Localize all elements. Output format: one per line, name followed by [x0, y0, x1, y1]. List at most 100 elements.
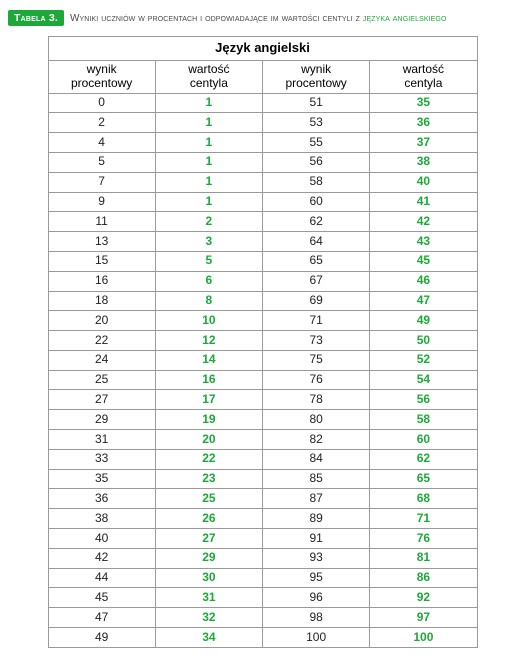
score-cell: 71 — [263, 311, 370, 331]
table-row: 1666746 — [48, 271, 477, 291]
centile-cell: 1 — [155, 172, 262, 192]
score-cell: 2 — [48, 113, 155, 133]
score-cell: 89 — [263, 509, 370, 529]
score-cell: 73 — [263, 331, 370, 351]
table-body: 0151352153364155375156387158409160411126… — [48, 93, 477, 647]
centile-table: Język angielski wynikprocentowy wartośćc… — [48, 36, 478, 648]
score-cell: 16 — [48, 271, 155, 291]
centile-cell: 62 — [370, 449, 477, 469]
table-row: 1556545 — [48, 251, 477, 271]
score-cell: 80 — [263, 410, 370, 430]
table-heading: Tabela 3. Wyniki uczniów w procentach i … — [8, 10, 517, 26]
centile-cell: 37 — [370, 133, 477, 153]
table-row: 1126242 — [48, 212, 477, 232]
score-cell: 35 — [48, 469, 155, 489]
centile-cell: 40 — [370, 172, 477, 192]
centile-cell: 65 — [370, 469, 477, 489]
score-cell: 82 — [263, 430, 370, 450]
centile-cell: 50 — [370, 331, 477, 351]
centile-cell: 31 — [155, 588, 262, 608]
table-row: 42299381 — [48, 548, 477, 568]
centile-cell: 52 — [370, 350, 477, 370]
score-cell: 31 — [48, 430, 155, 450]
centile-cell: 10 — [155, 311, 262, 331]
caption-emphasis: języka angielskiego — [363, 13, 447, 24]
col-header-score-right: wynikprocentowy — [263, 60, 370, 93]
score-cell: 87 — [263, 489, 370, 509]
score-cell: 22 — [48, 331, 155, 351]
score-cell: 4 — [48, 133, 155, 153]
centile-cell: 20 — [155, 430, 262, 450]
centile-cell: 45 — [370, 251, 477, 271]
centile-cell: 12 — [155, 331, 262, 351]
col-header-centile-left: wartośćcentyla — [155, 60, 262, 93]
score-cell: 42 — [48, 548, 155, 568]
caption-main: Wyniki uczniów w procentach i odpowiadaj… — [70, 13, 363, 24]
centile-cell: 16 — [155, 370, 262, 390]
score-cell: 62 — [263, 212, 370, 232]
score-cell: 65 — [263, 251, 370, 271]
table-row: 36258768 — [48, 489, 477, 509]
score-cell: 60 — [263, 192, 370, 212]
col-header-centile-right: wartośćcentyla — [370, 60, 477, 93]
score-cell: 69 — [263, 291, 370, 311]
table-row: 215336 — [48, 113, 477, 133]
table-row: 415537 — [48, 133, 477, 153]
table-row: 45319692 — [48, 588, 477, 608]
score-cell: 40 — [48, 529, 155, 549]
centile-cell: 29 — [155, 548, 262, 568]
centile-cell: 71 — [370, 509, 477, 529]
table-row: 20107149 — [48, 311, 477, 331]
centile-cell: 5 — [155, 251, 262, 271]
score-cell: 75 — [263, 350, 370, 370]
centile-cell: 2 — [155, 212, 262, 232]
score-cell: 11 — [48, 212, 155, 232]
table-row: 29198058 — [48, 410, 477, 430]
score-cell: 96 — [263, 588, 370, 608]
score-cell: 5 — [48, 152, 155, 172]
centile-cell: 54 — [370, 370, 477, 390]
score-cell: 64 — [263, 232, 370, 252]
score-cell: 29 — [48, 410, 155, 430]
score-cell: 7 — [48, 172, 155, 192]
table-row: 24147552 — [48, 350, 477, 370]
centile-cell: 42 — [370, 212, 477, 232]
score-cell: 20 — [48, 311, 155, 331]
centile-cell: 35 — [370, 93, 477, 113]
score-cell: 91 — [263, 529, 370, 549]
centile-cell: 1 — [155, 133, 262, 153]
score-cell: 53 — [263, 113, 370, 133]
centile-cell: 19 — [155, 410, 262, 430]
score-cell: 45 — [48, 588, 155, 608]
score-cell: 36 — [48, 489, 155, 509]
score-cell: 25 — [48, 370, 155, 390]
centile-cell: 68 — [370, 489, 477, 509]
centile-cell: 86 — [370, 568, 477, 588]
score-cell: 58 — [263, 172, 370, 192]
score-cell: 13 — [48, 232, 155, 252]
score-cell: 100 — [263, 628, 370, 648]
centile-cell: 56 — [370, 390, 477, 410]
centile-cell: 46 — [370, 271, 477, 291]
score-cell: 85 — [263, 469, 370, 489]
score-cell: 24 — [48, 350, 155, 370]
centile-cell: 1 — [155, 192, 262, 212]
centile-cell: 58 — [370, 410, 477, 430]
centile-cell: 26 — [155, 509, 262, 529]
centile-cell: 36 — [370, 113, 477, 133]
table-row: 44309586 — [48, 568, 477, 588]
score-cell: 55 — [263, 133, 370, 153]
col-header-score-left: wynikprocentowy — [48, 60, 155, 93]
score-cell: 93 — [263, 548, 370, 568]
score-cell: 56 — [263, 152, 370, 172]
centile-cell: 25 — [155, 489, 262, 509]
score-cell: 18 — [48, 291, 155, 311]
centile-cell: 14 — [155, 350, 262, 370]
table-row: 40279176 — [48, 529, 477, 549]
score-cell: 38 — [48, 509, 155, 529]
centile-cell: 92 — [370, 588, 477, 608]
table-row: 31208260 — [48, 430, 477, 450]
table-badge: Tabela 3. — [8, 10, 64, 26]
score-cell: 51 — [263, 93, 370, 113]
table-row: 515638 — [48, 152, 477, 172]
